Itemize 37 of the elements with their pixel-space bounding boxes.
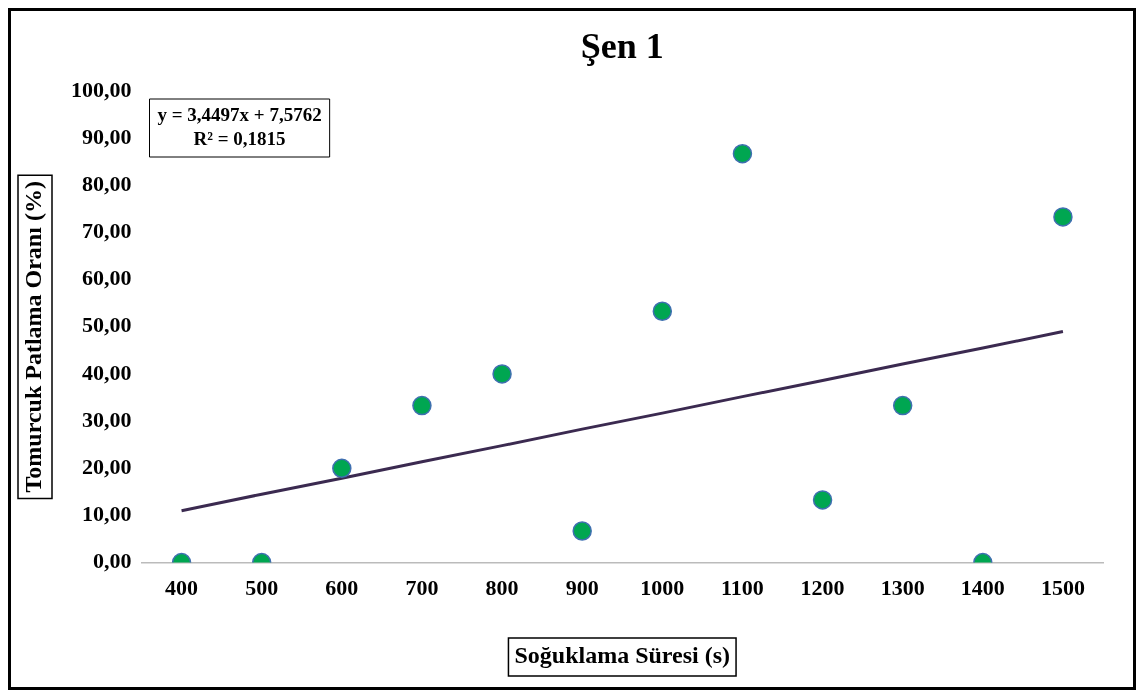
x-tick-label: 800 [485,575,519,601]
point [812,490,833,510]
x-tick-label: 1500 [1040,575,1085,601]
y-tick-label: 0,00 [93,548,132,574]
x-axis-title: Soğuklama Süresi (s) [514,642,731,669]
point [732,143,753,164]
y-tick-label: 100,00 [71,76,132,102]
point [652,301,673,321]
annotation: R² = 0,1815 [193,127,286,149]
x-tick-label: 900 [565,575,599,601]
y-tick-label: 10,00 [82,501,132,527]
y-tick-label: 70,00 [82,218,132,244]
y-tick-label: 50,00 [82,312,132,338]
chart-title: Şen 1 [580,26,664,67]
point [892,395,913,416]
point [1053,207,1073,227]
x-tick-label: 1300 [880,575,925,601]
y-tick-label: 60,00 [82,265,132,291]
x-tick-label: 1400 [960,575,1005,601]
point [332,458,352,479]
y-tick-label: 30,00 [82,406,132,432]
point [572,521,592,541]
x-tick-label: 1200 [800,575,845,601]
x-tick-label: 500 [245,575,279,601]
point [492,364,512,384]
x-tick-label: 700 [405,575,439,601]
y-tick-label: 90,00 [82,123,132,149]
annotation: y = 3,4497x + 7,5762 [157,103,322,125]
x-tick-label: 1000 [640,575,685,601]
y-tick-label: 20,00 [82,453,132,479]
x-tick-label: 600 [325,575,359,601]
point [412,395,432,416]
y-tick-label: 40,00 [82,359,132,385]
y-axis-title: Tomurcuk Patlama Oranı (%) [20,181,47,493]
x-tick-label: 1100 [721,575,764,601]
x-tick-label: 400 [165,575,199,601]
y-tick-label: 80,00 [82,171,132,197]
